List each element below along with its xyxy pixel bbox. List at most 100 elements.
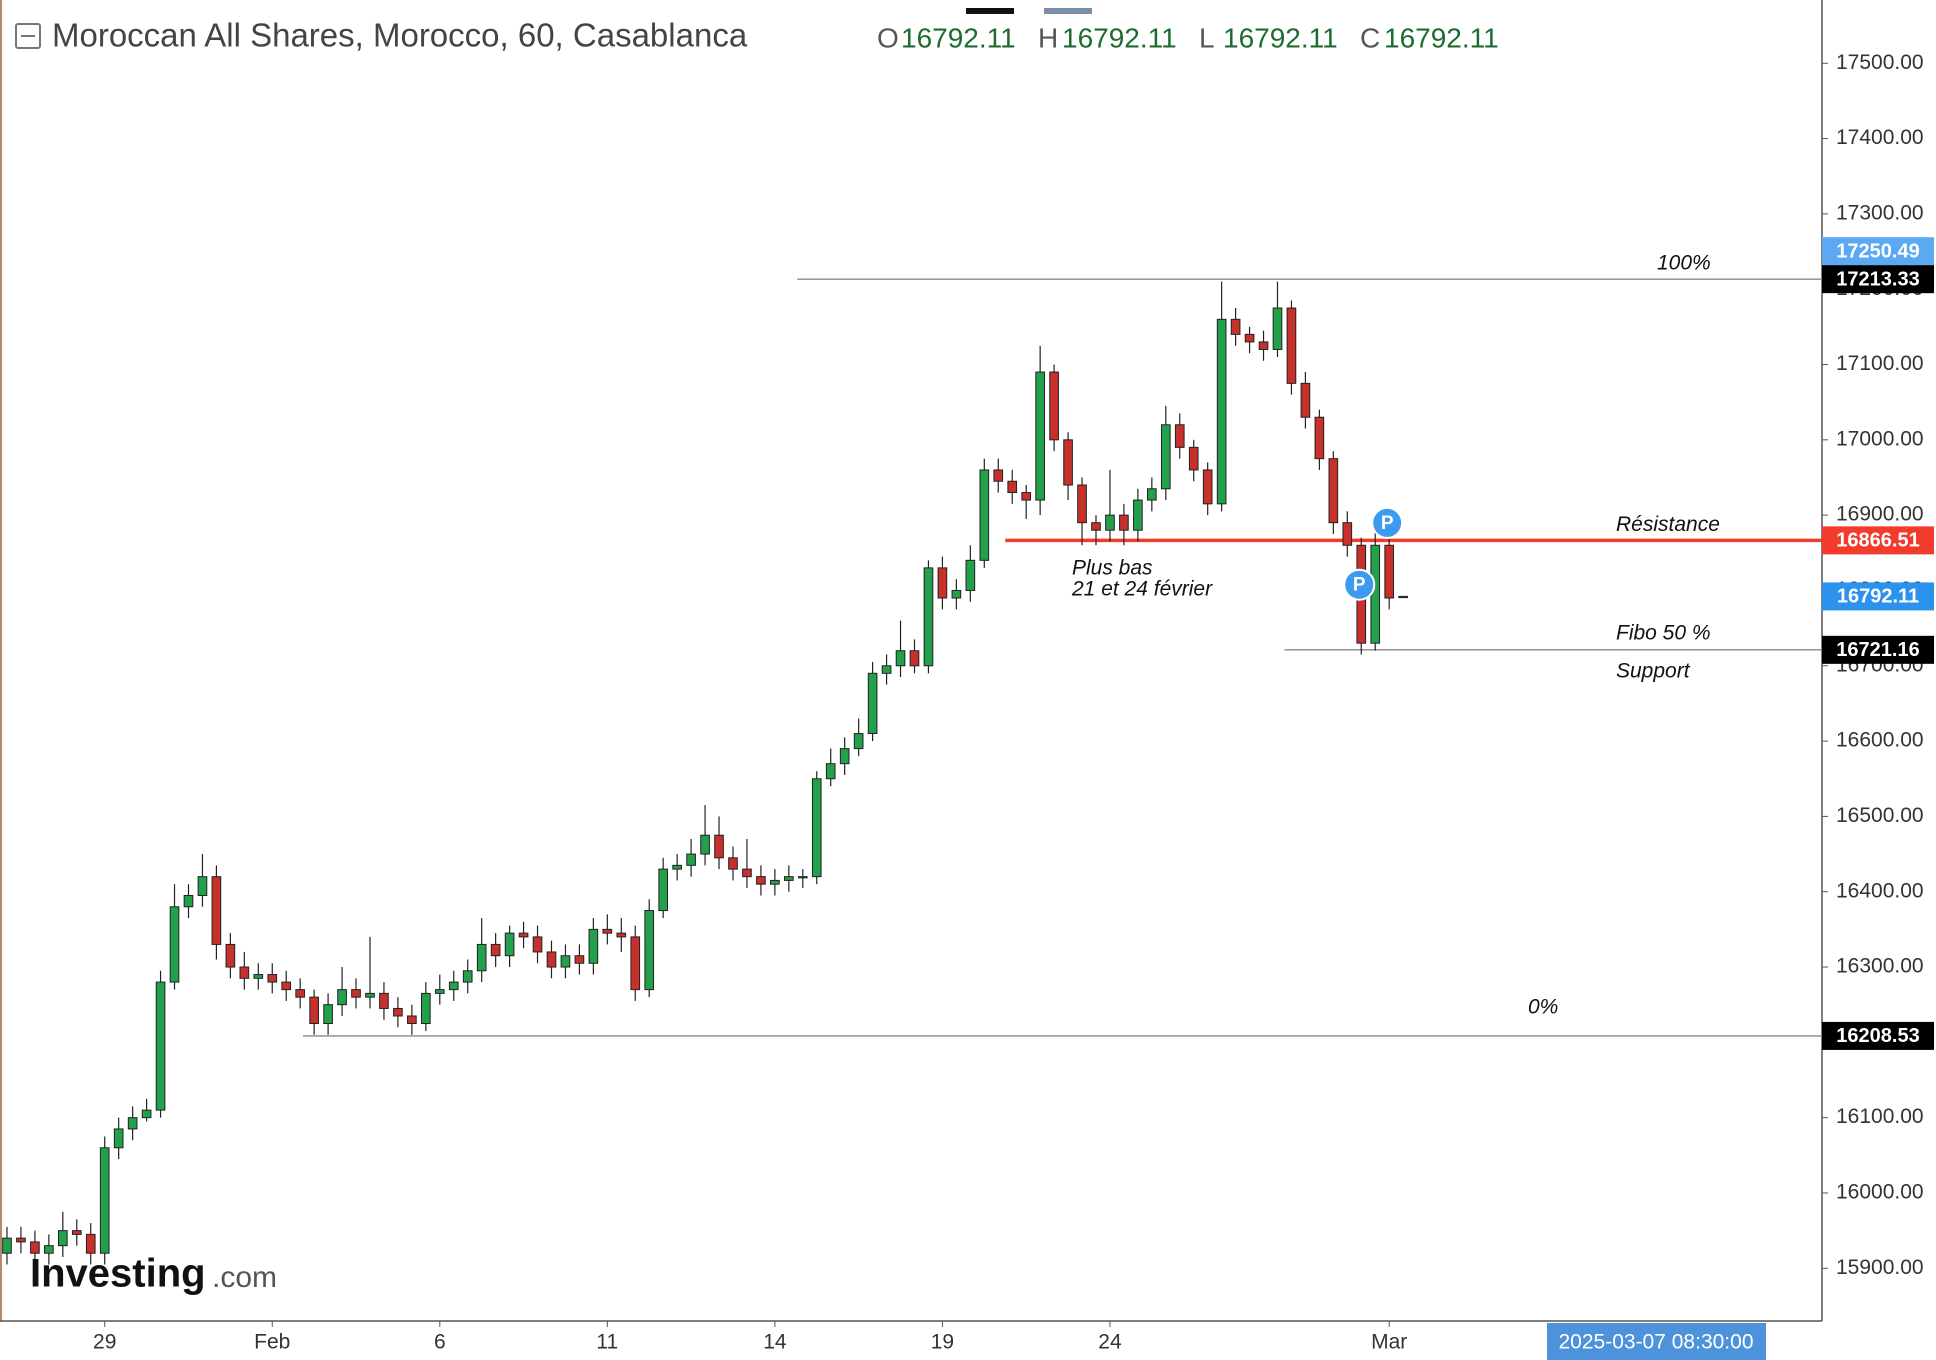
y-tick-label: 17500.00 [1836, 51, 1924, 74]
x-tick-label: 24 [1098, 1331, 1122, 1354]
candle-body [239, 966, 250, 979]
candle-body [85, 1233, 96, 1254]
pivot-marker [1343, 568, 1376, 601]
ohlc-value: 16792.11 [901, 22, 1016, 53]
candle-body [532, 936, 543, 953]
candle-body [1119, 514, 1129, 531]
candle-body [99, 1147, 110, 1254]
candle-body [1077, 484, 1087, 524]
candle-body [923, 567, 934, 667]
candle-body [2, 1237, 12, 1254]
ohlc-value: 16792.11 [1223, 22, 1338, 53]
watermark-brand: Investing [30, 1252, 206, 1296]
candle-body [1049, 371, 1059, 441]
price-tag-label: 16792.11 [1837, 586, 1919, 608]
candle-body [881, 665, 892, 674]
ohlc-key: L [1199, 22, 1215, 53]
candle-body [253, 974, 264, 979]
candle-body [365, 992, 375, 998]
candle-body [728, 857, 738, 870]
candle-body [686, 853, 696, 866]
candle-body [770, 879, 780, 885]
candle-body [462, 970, 473, 983]
candle-body [1286, 307, 1297, 384]
candle-body [1105, 514, 1115, 531]
candle-body [267, 974, 278, 983]
price-tag-label: 17250.49 [1836, 240, 1919, 262]
candle-body [1091, 522, 1101, 531]
candle-body [546, 951, 557, 968]
candle-body [993, 469, 1004, 482]
candle-body [1021, 492, 1032, 501]
x-tick-label: Feb [254, 1331, 290, 1354]
y-tick-label: 16400.00 [1836, 879, 1924, 902]
candle-body [742, 868, 752, 878]
candle-body [853, 733, 864, 750]
candle-body [351, 989, 361, 998]
price-tag [1822, 265, 1934, 294]
level-label: Résistance [1616, 513, 1720, 536]
candle-body [57, 1230, 68, 1247]
candle-body [127, 1117, 138, 1130]
pivot-label: P [1353, 575, 1366, 596]
candle-body [337, 989, 347, 1006]
price-tag-label: 16208.53 [1836, 1025, 1919, 1047]
collapse-icon[interactable] [15, 23, 41, 49]
candle-body [1370, 544, 1381, 644]
candle-body [951, 589, 962, 599]
y-tick-label: 15900.00 [1836, 1256, 1924, 1279]
candle-body [1007, 480, 1018, 494]
candle-body [756, 876, 766, 885]
y-tick-label: 16900.00 [1836, 503, 1924, 526]
y-tick-label: 16600.00 [1836, 729, 1924, 752]
candle-body [281, 981, 292, 991]
candle-body [379, 992, 389, 1009]
candle-body [30, 1241, 40, 1254]
candle-body [937, 567, 948, 599]
price-tag [1822, 635, 1934, 664]
candle-body [811, 778, 822, 878]
candle-body [1160, 424, 1171, 490]
candle-body [1398, 595, 1408, 599]
ohlc-value: 16792.11 [1384, 22, 1499, 53]
chart-title: Moroccan All Shares, Morocco, 60, Casabl… [52, 17, 748, 54]
price-tag [1822, 526, 1934, 555]
candle-body [476, 943, 487, 972]
candle-body [393, 1007, 403, 1017]
price-tag-label: 17213.33 [1836, 268, 1919, 290]
candle-body [1384, 544, 1395, 599]
candle-body [658, 868, 669, 912]
price-tag-label: 16866.51 [1836, 530, 1919, 552]
toolbar-mark [966, 8, 1014, 14]
candle-body [1035, 371, 1045, 501]
price-tag [1822, 237, 1934, 266]
toolbar-mark [1044, 8, 1092, 14]
candle-body [1258, 341, 1269, 350]
x-tick-label: Mar [1371, 1331, 1407, 1354]
candle-body [169, 906, 180, 983]
candle-body [965, 559, 976, 591]
y-tick-label: 17000.00 [1836, 427, 1924, 450]
candle-body [867, 672, 878, 735]
candle-body [421, 992, 431, 1025]
candle-body [588, 928, 599, 964]
candle-body [71, 1230, 82, 1235]
watermark-suffix: .com [212, 1261, 277, 1294]
candle-body [183, 894, 194, 908]
level-label: Fibo 50 % [1616, 621, 1711, 644]
candle-body [895, 650, 906, 667]
annotation: 21 et 24 février [1071, 578, 1213, 601]
ohlc-key: C [1360, 22, 1380, 53]
candle-body [16, 1237, 26, 1243]
cursor-time: 2025-03-07 08:30:00 [1559, 1331, 1754, 1354]
candle-body [323, 1004, 333, 1025]
candle-body [1328, 458, 1339, 524]
candle-body [518, 932, 529, 938]
y-tick-label: 17100.00 [1836, 352, 1924, 375]
ohlc-key: O [877, 22, 899, 53]
y-tick-label: 16300.00 [1836, 955, 1924, 978]
ohlc-value: 16792.11 [1062, 22, 1177, 53]
candle-body [448, 981, 459, 991]
candle-body [309, 996, 319, 1025]
